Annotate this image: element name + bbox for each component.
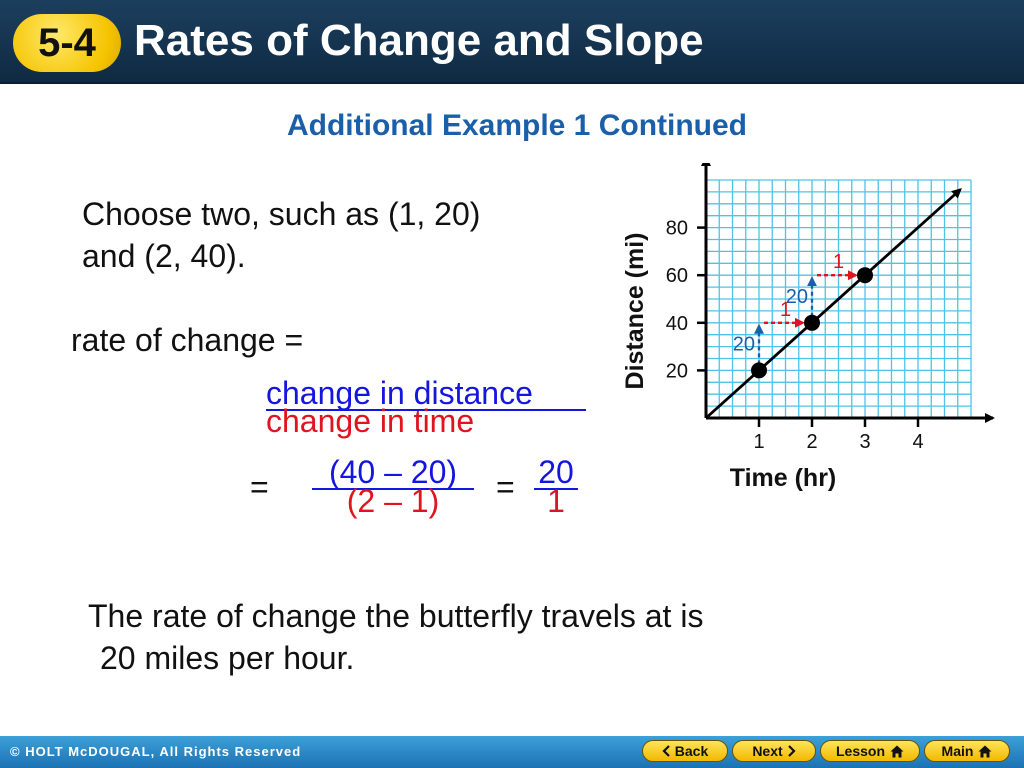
fraction-bar-result [534, 488, 578, 490]
home-icon [978, 745, 992, 758]
conclusion-line-2: 20 miles per hour. [100, 640, 355, 676]
result-denominator: 1 [547, 483, 565, 519]
run-label: 1 [833, 251, 844, 273]
y-tick-label: 60 [666, 265, 688, 287]
series-line [705, 188, 962, 420]
choose-points-line-1: Choose two, such as (1, 20) [82, 196, 481, 232]
lesson-button[interactable]: Lesson [820, 740, 920, 762]
data-point [857, 267, 873, 284]
main-button[interactable]: Main [924, 740, 1010, 762]
y-tick-label: 40 [666, 313, 688, 335]
choose-points-line-2: and (2, 40). [82, 238, 246, 274]
rise-label: 20 [786, 286, 808, 308]
lesson-number: 5-4 [38, 21, 96, 65]
y-tick-label: 20 [666, 360, 688, 382]
header-bar [0, 0, 1024, 84]
lesson-button-label: Lesson [835, 743, 885, 759]
next-button-label: Next [752, 743, 783, 759]
equals-sign-1: = [250, 469, 269, 505]
equals-sign-2: = [496, 469, 515, 505]
x-tick-label: 1 [753, 431, 764, 453]
result-numerator: 20 [538, 454, 574, 490]
copyright-text: © HOLT McDOUGAL, All Rights Reserved [10, 744, 302, 759]
fraction-bar-numbers [312, 488, 474, 490]
x-tick-label: 2 [806, 431, 817, 453]
fraction-bar-words [266, 409, 586, 411]
data-point [751, 362, 767, 379]
x-axis-label: Time (hr) [730, 464, 837, 492]
page-title: Rates of Change and Slope [134, 16, 704, 65]
fraction-denominator-numbers: (2 – 1) [346, 483, 440, 519]
rise-label: 20 [733, 334, 755, 356]
back-button-label: Back [674, 743, 709, 759]
next-button[interactable]: Next [732, 740, 816, 762]
conclusion-line-1: The rate of change the butterfly travels… [88, 598, 704, 634]
rate-of-change-label: rate of change = [71, 322, 304, 358]
main-button-label: Main [941, 743, 974, 759]
chevron-right-icon [787, 745, 796, 757]
y-tick-label: 80 [666, 218, 688, 240]
chevron-left-icon [662, 745, 670, 757]
y-axis-label: Distance (mi) [621, 233, 649, 390]
home-icon [890, 745, 904, 758]
chart-points [751, 267, 873, 379]
chart-series [705, 188, 962, 420]
fraction-numerator-words: change in distance [266, 375, 533, 411]
lesson-number-badge: 5-4 [13, 14, 121, 72]
run-label: 1 [780, 299, 791, 321]
fraction-numerator-numbers: (40 – 20) [328, 454, 458, 490]
chart-ticks: 1 2 3 4 20 40 60 80 [666, 218, 924, 453]
x-tick-label: 4 [912, 431, 923, 453]
x-tick-label: 3 [859, 431, 870, 453]
data-point [804, 314, 820, 331]
chart-axes [701, 163, 995, 423]
back-button[interactable]: Back [642, 740, 728, 762]
example-subtitle: Additional Example 1 Continued [286, 109, 748, 142]
fraction-denominator-words: change in time [266, 403, 475, 439]
